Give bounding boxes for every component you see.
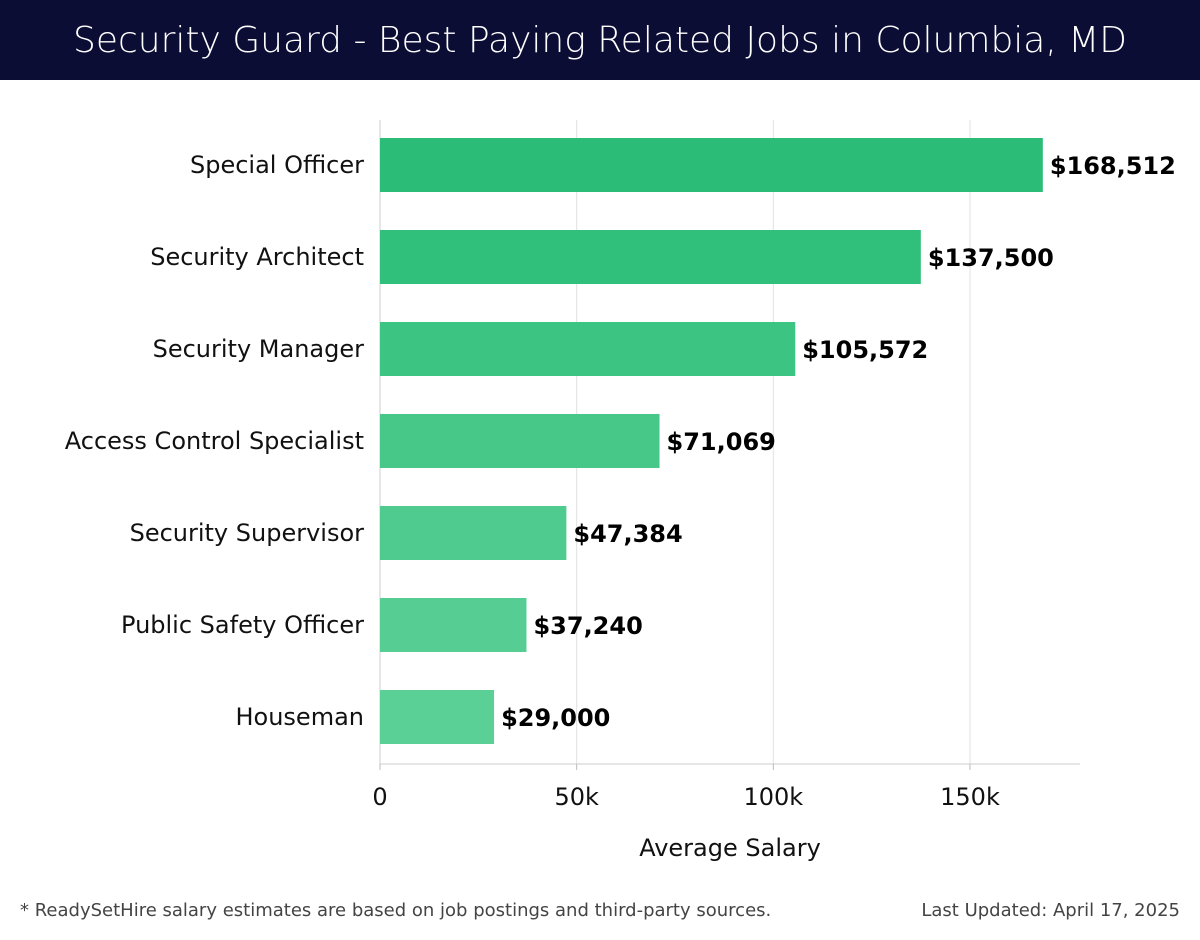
- x-tick-labels: 0 50k 100k 150k: [372, 783, 1000, 811]
- x-tick-label: 100k: [743, 783, 803, 811]
- footer-note: * ReadySetHire salary estimates are base…: [20, 900, 772, 921]
- bar: [380, 598, 527, 652]
- chart-area: Special Officer Security Architect Securit…: [0, 80, 1200, 880]
- bar: [380, 506, 567, 560]
- chart-title-banner: Security Guard - Best Paying Related Job…: [0, 0, 1200, 80]
- category-label: Access Control Specialist: [65, 427, 364, 455]
- category-label: Special Officer: [190, 151, 364, 179]
- bar: [380, 322, 796, 376]
- bar: [380, 414, 660, 468]
- category-label: Security Supervisor: [130, 519, 365, 547]
- value-label: $137,500: [928, 244, 1054, 272]
- bar: [380, 690, 495, 744]
- x-tick-label: 150k: [940, 783, 1000, 811]
- value-label: $37,240: [533, 612, 642, 640]
- category-label: Public Safety Officer: [121, 611, 364, 639]
- bar-chart: Special Officer Security Architect Securit…: [65, 120, 1176, 862]
- value-labels: $168,512 $137,500 $105,572 $71,069 $47,384 $3…: [501, 152, 1176, 732]
- value-label: $105,572: [802, 336, 928, 364]
- category-label: Security Manager: [153, 335, 365, 363]
- chart-title: Security Guard - Best Paying Related Job…: [72, 19, 1128, 61]
- category-label: Houseman: [235, 703, 364, 731]
- value-label: $29,000: [501, 704, 610, 732]
- value-label: $71,069: [667, 428, 776, 456]
- x-tick-label: 0: [372, 783, 387, 811]
- grid-lines: [379, 120, 1080, 770]
- last-updated: Last Updated: April 17, 2025: [921, 900, 1180, 921]
- bar: [380, 230, 921, 284]
- value-label: $168,512: [1050, 152, 1176, 180]
- x-axis-title: Average Salary: [639, 834, 821, 862]
- category-labels: Special Officer Security Architect Securit…: [65, 151, 364, 731]
- bars: [380, 138, 1043, 744]
- category-label: Security Architect: [150, 243, 364, 271]
- bar: [380, 138, 1043, 192]
- x-tick-label: 50k: [554, 783, 599, 811]
- value-label: $47,384: [573, 520, 682, 548]
